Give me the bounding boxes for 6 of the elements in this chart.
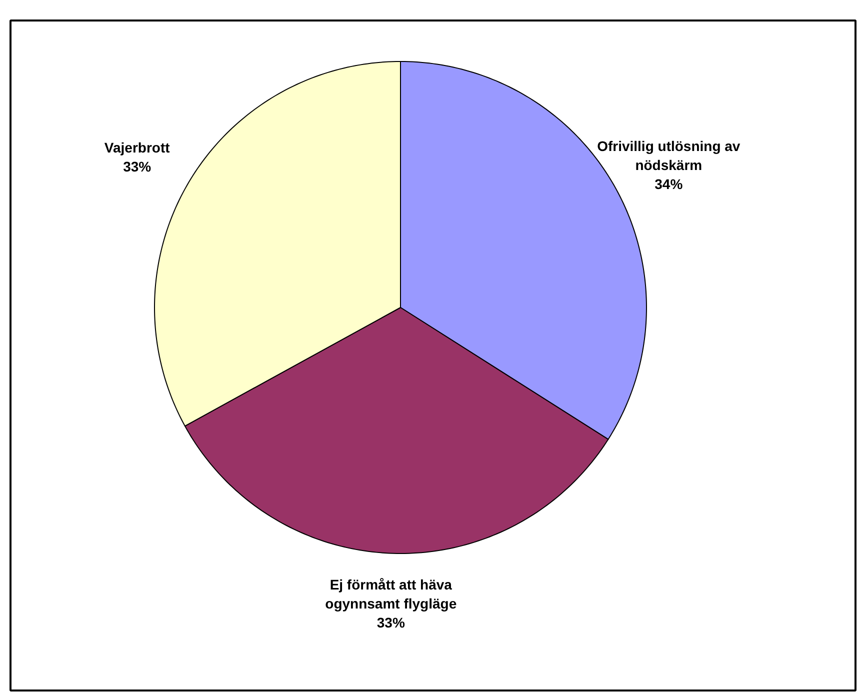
slice-label: Vajerbrott: [104, 139, 170, 156]
slice-label: Ofrivillig utlösning av nödskärm: [597, 138, 740, 173]
data-label: 34%: [654, 176, 684, 192]
slice-label: Ej förmått att häva ogynnsamt flygläge: [325, 576, 457, 612]
data-label: 33%: [123, 158, 152, 174]
data-label: 33%: [376, 614, 406, 630]
